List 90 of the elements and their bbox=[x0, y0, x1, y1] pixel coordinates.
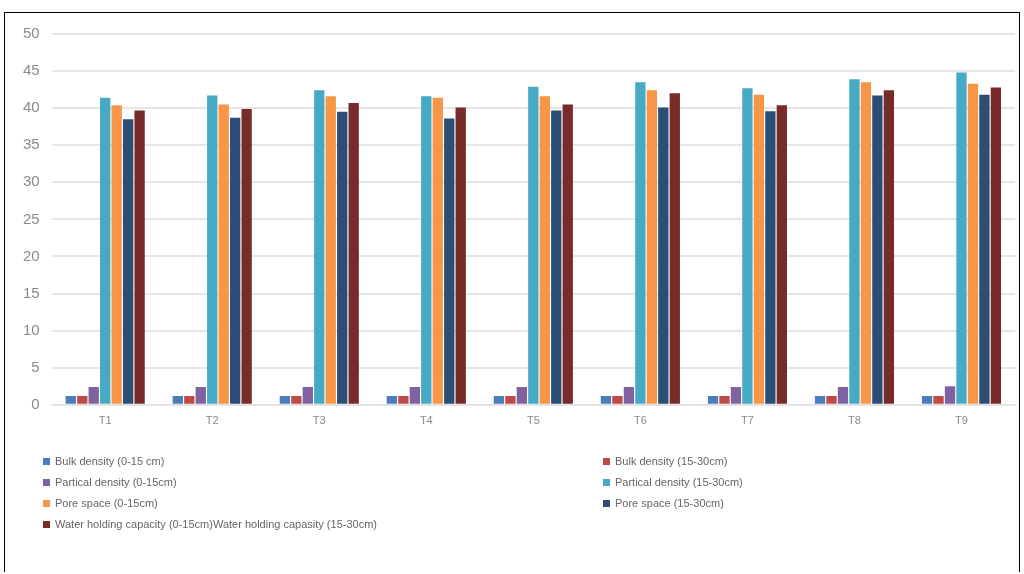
bar bbox=[337, 111, 348, 404]
bar bbox=[635, 82, 646, 404]
bar bbox=[944, 386, 956, 404]
bar bbox=[218, 104, 229, 404]
bar bbox=[314, 90, 325, 404]
bar bbox=[765, 111, 776, 404]
y-tick-label: 15 bbox=[23, 283, 40, 301]
y-tick-label: 0 bbox=[31, 394, 40, 412]
y-tick-label: 50 bbox=[23, 24, 40, 42]
bar bbox=[421, 96, 432, 404]
bar bbox=[719, 395, 730, 404]
y-tick-label: 20 bbox=[23, 246, 40, 264]
bar bbox=[409, 387, 420, 404]
legend-label: Water holding capacity (0-15cm)Water holding capasity (15-30cm) bbox=[55, 518, 377, 530]
bar bbox=[528, 86, 539, 404]
x-tick-label: T9 bbox=[955, 414, 968, 427]
legend-label: Bulk density (15-30cm) bbox=[615, 455, 728, 467]
x-tick-label: T1 bbox=[98, 414, 112, 427]
bar bbox=[562, 104, 573, 404]
bar bbox=[730, 387, 742, 404]
bar bbox=[826, 395, 837, 404]
bar bbox=[776, 105, 787, 404]
bar bbox=[658, 107, 669, 404]
bar bbox=[860, 82, 872, 404]
x-tick-label: T6 bbox=[633, 414, 647, 427]
bar bbox=[172, 395, 183, 404]
bar bbox=[872, 95, 883, 404]
bar bbox=[444, 118, 455, 404]
bar bbox=[505, 395, 516, 404]
x-tick-label: T5 bbox=[526, 414, 540, 427]
legend-label: Bulk density (0-15 cm) bbox=[55, 455, 165, 467]
bar bbox=[814, 395, 826, 404]
bar bbox=[302, 387, 313, 404]
bar bbox=[883, 90, 895, 404]
legend-label: Partical density (0-15cm) bbox=[55, 476, 177, 488]
bar bbox=[516, 387, 528, 404]
bar bbox=[837, 387, 849, 404]
bar bbox=[432, 97, 443, 404]
bar bbox=[612, 395, 623, 404]
y-tick-label: 40 bbox=[23, 98, 40, 116]
bar bbox=[279, 395, 291, 404]
bar bbox=[933, 395, 944, 404]
bar bbox=[623, 387, 635, 404]
bar bbox=[386, 395, 398, 404]
x-tick-label: T4 bbox=[419, 414, 433, 427]
bar bbox=[122, 119, 134, 404]
bar bbox=[348, 102, 359, 404]
bar bbox=[707, 395, 719, 404]
bar bbox=[100, 97, 111, 404]
bar bbox=[956, 72, 967, 404]
bar bbox=[921, 395, 933, 404]
bar bbox=[600, 395, 612, 404]
bar bbox=[291, 395, 302, 404]
x-tick-label: T7 bbox=[740, 414, 754, 427]
bar bbox=[184, 395, 195, 404]
bar bbox=[241, 108, 252, 404]
bar bbox=[979, 94, 990, 404]
bar bbox=[455, 107, 466, 404]
legend-label: Pore space (15-30cm) bbox=[615, 497, 724, 509]
bar bbox=[230, 117, 241, 404]
bar bbox=[967, 83, 979, 404]
bar bbox=[111, 105, 122, 404]
legend-label: Partical density (15-30cm) bbox=[615, 476, 743, 488]
bar bbox=[742, 88, 753, 404]
y-tick-label: 30 bbox=[23, 172, 40, 190]
legend-label: Pore space (0-15cm) bbox=[55, 497, 158, 509]
bar bbox=[134, 110, 145, 404]
x-tick-label: T2 bbox=[205, 414, 219, 427]
bar bbox=[669, 93, 680, 404]
bar bbox=[753, 94, 765, 404]
bar bbox=[849, 79, 860, 404]
bar bbox=[195, 387, 206, 404]
bar bbox=[539, 96, 550, 404]
x-tick-label: T3 bbox=[312, 414, 326, 427]
y-tick-label: 35 bbox=[23, 135, 40, 153]
y-tick-label: 45 bbox=[23, 61, 40, 79]
bar bbox=[551, 110, 562, 404]
bar bbox=[990, 87, 1002, 404]
x-tick-label: T8 bbox=[848, 414, 861, 427]
bar bbox=[325, 96, 336, 404]
y-tick-label: 10 bbox=[23, 320, 40, 338]
bar bbox=[398, 395, 409, 404]
bar bbox=[77, 395, 88, 404]
bar bbox=[646, 90, 658, 404]
y-tick-label: 5 bbox=[31, 357, 40, 375]
bar bbox=[88, 387, 99, 404]
bar bbox=[493, 395, 505, 404]
bar bbox=[65, 395, 76, 404]
y-tick-label: 25 bbox=[23, 209, 40, 227]
bar bbox=[207, 95, 218, 404]
